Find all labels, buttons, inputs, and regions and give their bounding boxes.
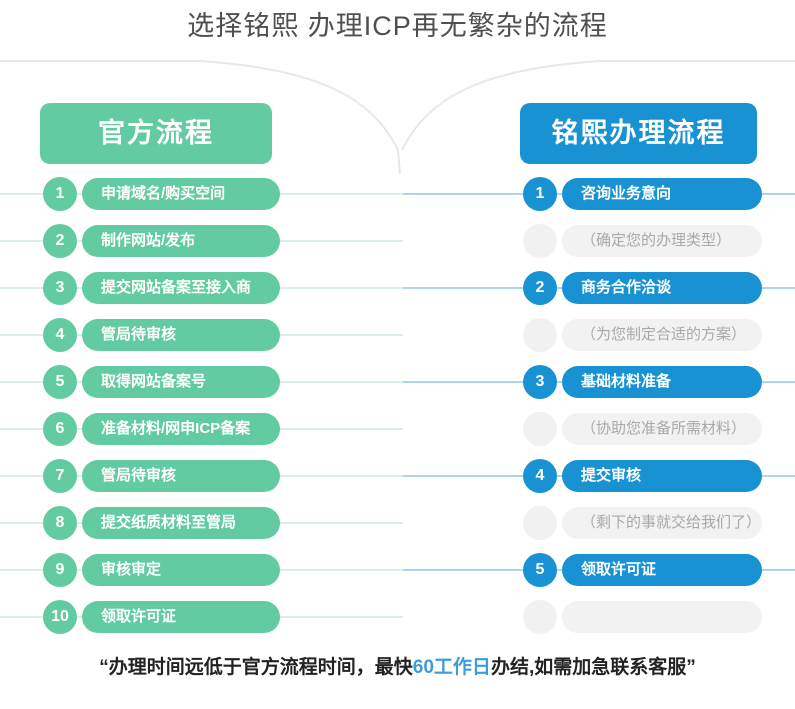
right-note-circle — [523, 412, 557, 446]
right-note-pill: （剩下的事就交给我们了） — [562, 507, 762, 539]
right-note-pill: （确定您的办理类型） — [562, 225, 762, 257]
left-step-pill: 提交网站备案至接入商 — [82, 272, 280, 304]
left-step-number: 3 — [43, 271, 77, 305]
left-step-number: 7 — [43, 459, 77, 493]
footer-text-prefix: “办理时间远低于官方流程时间，最快 — [99, 657, 413, 678]
official-process-header: 官方流程 — [40, 103, 272, 164]
left-step-pill: 管局待审核 — [82, 460, 280, 492]
right-step-number: 1 — [523, 177, 557, 211]
right-step-pill: 提交审核 — [562, 460, 762, 492]
left-step-pill: 制作网站/发布 — [82, 225, 280, 257]
left-step-number: 8 — [43, 506, 77, 540]
right-note-circle — [523, 318, 557, 352]
right-step-number: 3 — [523, 365, 557, 399]
right-note-circle — [523, 600, 557, 634]
left-step-pill: 申请域名/购买空间 — [82, 178, 280, 210]
left-step-pill: 取得网站备案号 — [82, 366, 280, 398]
mingxi-process-header: 铭熙办理流程 — [520, 103, 757, 164]
footer-text-suffix: 办结,如需加急联系客服” — [490, 657, 696, 678]
right-step-pill: 咨询业务意向 — [562, 178, 762, 210]
left-step-pill: 领取许可证 — [82, 601, 280, 633]
left-step-pill: 审核审定 — [82, 554, 280, 586]
left-step-pill: 管局待审核 — [82, 319, 280, 351]
right-note-circle — [523, 224, 557, 258]
page-title: 选择铭熙 办理ICP再无繁杂的流程 — [187, 11, 608, 41]
right-note-circle — [523, 506, 557, 540]
left-step-number: 5 — [43, 365, 77, 399]
divider-curve — [0, 60, 795, 175]
right-step-pill: 领取许可证 — [562, 554, 762, 586]
left-step-number: 6 — [43, 412, 77, 446]
footer-note: “办理时间远低于官方流程时间，最快60工作日办结,如需加急联系客服” — [0, 652, 795, 679]
right-step-number: 2 — [523, 271, 557, 305]
left-step-number: 10 — [43, 600, 77, 634]
right-step-pill: 基础材料准备 — [562, 366, 762, 398]
right-note-pill: （协助您准备所需材料） — [562, 413, 762, 445]
left-step-number: 4 — [43, 318, 77, 352]
right-step-number: 5 — [523, 553, 557, 587]
left-step-number: 9 — [43, 553, 77, 587]
right-note-pill: （为您制定合适的方案） — [562, 319, 762, 351]
footer-highlight: 60工作日 — [412, 657, 491, 678]
right-note-pill — [562, 601, 762, 633]
left-step-pill: 提交纸质材料至管局 — [82, 507, 280, 539]
right-step-number: 4 — [523, 459, 557, 493]
right-step-pill: 商务合作洽谈 — [562, 272, 762, 304]
left-step-pill: 准备材料/网申ICP备案 — [82, 413, 280, 445]
left-step-number: 1 — [43, 177, 77, 211]
left-step-number: 2 — [43, 224, 77, 258]
